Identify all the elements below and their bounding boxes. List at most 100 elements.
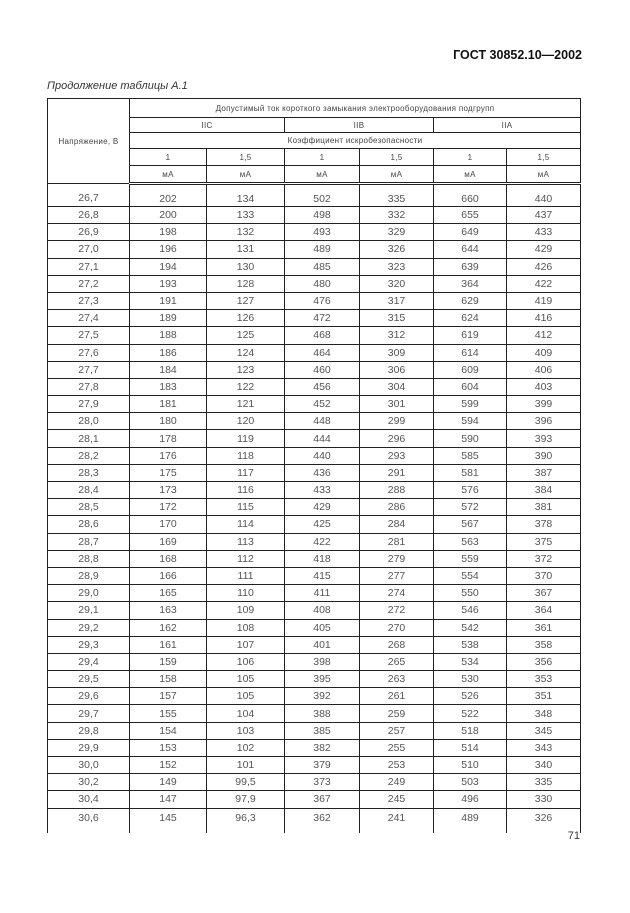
current-cell: 128	[206, 274, 285, 293]
coef-cell: 1	[129, 148, 207, 166]
current-cell: 649	[433, 223, 507, 242]
current-cell: 131	[206, 240, 285, 259]
current-cell: 340	[505, 755, 582, 775]
current-cell: 468	[284, 326, 360, 345]
voltage-cell: 30,4	[47, 790, 130, 809]
current-cell: 510	[433, 755, 507, 775]
current-cell: 121	[206, 395, 285, 414]
current-cell: 418	[284, 549, 360, 568]
current-cell: 489	[284, 240, 360, 259]
current-cell: 119	[206, 429, 285, 448]
current-cell: 388	[284, 704, 360, 723]
current-cell: 609	[433, 360, 507, 379]
current-cell: 387	[505, 463, 582, 483]
current-table: Напряжение, В Допустимый ток короткого з…	[47, 98, 582, 833]
voltage-cell: 27,9	[47, 395, 130, 414]
table-row: 27,2 193 128 480 320 364 422	[47, 274, 582, 293]
current-cell: 101	[206, 755, 285, 775]
current-cell: 384	[505, 480, 582, 500]
current-cell: 345	[505, 721, 582, 740]
table-row: 30,6 145 96,3 362 241 489 326	[47, 807, 582, 833]
current-cell: 113	[206, 532, 285, 551]
current-cell: 493	[284, 223, 360, 242]
table-row: 27,7 184 123 460 306 609 406	[47, 360, 582, 379]
table-row: 28,0 180 120 448 299 594 396	[47, 412, 582, 431]
current-cell: 198	[129, 223, 207, 242]
current-cell: 581	[433, 463, 507, 483]
current-cell: 554	[433, 566, 507, 586]
subgroup-header: IIB	[284, 117, 434, 133]
current-cell: 660	[433, 183, 507, 207]
voltage-cell: 27,3	[47, 291, 130, 311]
current-cell: 440	[505, 183, 582, 207]
table-row: 30,0 152 101 379 253 510 340	[47, 755, 582, 775]
current-cell: 270	[359, 618, 434, 637]
voltage-cell: 29,0	[47, 584, 130, 603]
current-cell: 149	[129, 773, 207, 792]
current-cell: 436	[284, 463, 360, 483]
voltage-cell: 28,0	[47, 412, 130, 431]
table-row: 29,6 157 105 392 261 526 351	[47, 687, 582, 706]
current-cell: 381	[505, 498, 582, 517]
current-cell: 530	[433, 670, 507, 689]
unit-cell: мА	[433, 165, 507, 185]
current-cell: 124	[206, 343, 285, 362]
current-cell: 405	[284, 618, 360, 637]
current-cell: 102	[206, 738, 285, 758]
current-cell: 268	[359, 635, 434, 654]
current-cell: 604	[433, 377, 507, 397]
table-row: 28,6 170 114 425 284 567 378	[47, 515, 582, 534]
current-cell: 159	[129, 652, 207, 672]
current-cell: 485	[284, 257, 360, 276]
current-cell: 134	[206, 183, 285, 207]
current-cell: 567	[433, 515, 507, 534]
voltage-cell: 27,8	[47, 377, 130, 397]
current-cell: 518	[433, 721, 507, 740]
current-cell: 200	[129, 205, 207, 225]
voltage-cell: 29,6	[47, 687, 130, 706]
current-cell: 444	[284, 429, 360, 448]
current-cell: 401	[284, 635, 360, 654]
table-row: 27,1 194 130 485 323 639 426	[47, 257, 582, 276]
current-cell: 132	[206, 223, 285, 242]
current-cell: 585	[433, 446, 507, 465]
current-cell: 274	[359, 584, 434, 603]
current-cell: 126	[206, 309, 285, 328]
current-cell: 97,9	[206, 790, 285, 809]
current-cell: 546	[433, 601, 507, 620]
current-cell: 367	[505, 584, 582, 603]
current-cell: 356	[505, 652, 582, 672]
current-cell: 329	[359, 223, 434, 242]
current-cell: 111	[206, 566, 285, 586]
current-cell: 433	[284, 480, 360, 500]
current-cell: 176	[129, 446, 207, 465]
current-cell: 296	[359, 429, 434, 448]
current-cell: 259	[359, 704, 434, 723]
current-cell: 175	[129, 463, 207, 483]
current-cell: 306	[359, 360, 434, 379]
current-cell: 168	[129, 549, 207, 568]
voltage-cell: 27,7	[47, 360, 130, 379]
current-cell: 614	[433, 343, 507, 362]
current-cell: 108	[206, 618, 285, 637]
current-cell: 480	[284, 274, 360, 293]
voltage-header: Напряжение, В	[47, 98, 130, 184]
current-cell: 403	[505, 377, 582, 397]
current-cell: 550	[433, 584, 507, 603]
voltage-cell: 29,5	[47, 670, 130, 689]
current-cell: 189	[129, 309, 207, 328]
current-cell: 655	[433, 205, 507, 225]
current-cell: 503	[433, 773, 507, 792]
table-row: 26,9 198 132 493 329 649 433	[47, 223, 582, 242]
current-cell: 395	[284, 670, 360, 689]
voltage-cell: 30,6	[47, 807, 130, 833]
current-cell: 498	[284, 205, 360, 225]
current-cell: 245	[359, 790, 434, 809]
current-cell: 281	[359, 532, 434, 551]
current-cell: 163	[129, 601, 207, 620]
current-cell: 105	[206, 670, 285, 689]
current-cell: 288	[359, 480, 434, 500]
current-cell: 370	[505, 566, 582, 586]
document-code: ГОСТ 30852.10—2002	[453, 48, 582, 62]
voltage-cell: 28,8	[47, 549, 130, 568]
